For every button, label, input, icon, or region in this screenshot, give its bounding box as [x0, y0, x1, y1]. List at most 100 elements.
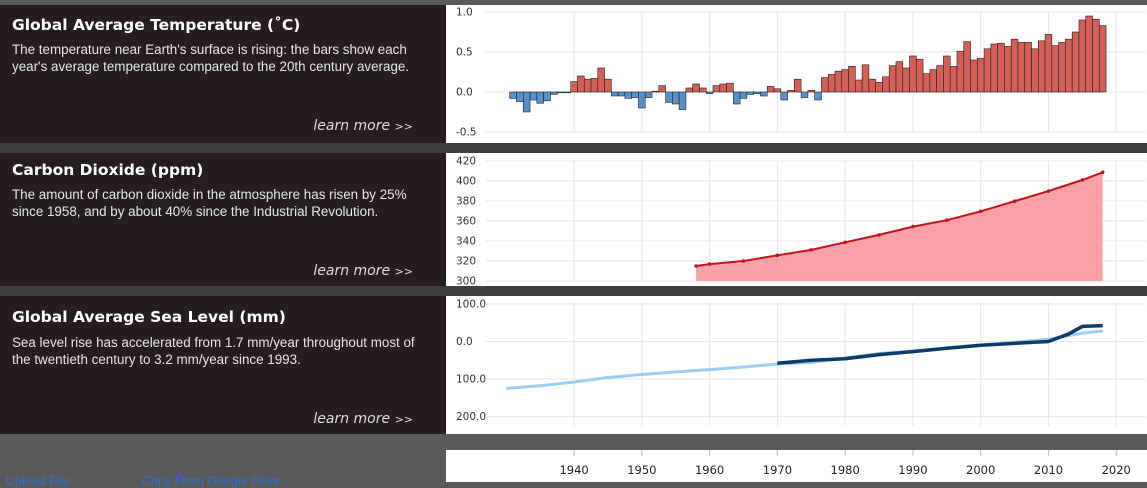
temperature-bar	[1071, 31, 1080, 93]
co2-y-tick-label: 380	[456, 196, 476, 208]
temperature-bar	[882, 76, 890, 93]
co2-point	[694, 264, 698, 268]
sea-level-learn-more-label: learn more	[313, 411, 391, 427]
year-tick-label: 2010	[1034, 463, 1063, 477]
temperature-bar	[733, 91, 741, 105]
temperature-bar	[563, 91, 572, 94]
temperature-bar	[617, 91, 626, 97]
sea-level-panel: Global Average Sea Level (mm) Sea level …	[0, 296, 446, 434]
co2-y-tick-label: 340	[456, 236, 476, 248]
year-tick-label: 1950	[627, 463, 656, 477]
temperature-bar	[665, 91, 673, 103]
temperature-learn-more-link[interactable]: learn more >>	[313, 118, 413, 134]
temperature-bar	[841, 69, 849, 93]
temperature-description: The temperature near Earth's surface is …	[12, 42, 410, 74]
temperature-bar	[753, 91, 761, 94]
temperature-bar	[556, 91, 565, 94]
carbon-dioxide-panel: Carbon Dioxide (ppm) The amount of carbo…	[0, 153, 446, 286]
temperature-bar	[516, 91, 524, 102]
temperature-bar	[814, 91, 822, 101]
year-tick-label: 1970	[763, 463, 792, 477]
temperature-bar	[834, 70, 843, 93]
co2-point	[707, 262, 712, 266]
co2-point	[877, 233, 881, 237]
temperature-bar	[787, 90, 795, 93]
temperature-bar	[1092, 18, 1100, 93]
co2-y-tick-label: 300	[456, 276, 476, 287]
temperature-bar	[1004, 46, 1012, 93]
sea-level-y-tick-label: 100.0	[456, 298, 486, 310]
temperature-bar	[855, 79, 863, 93]
temperature-y-tick-label: 0.0	[456, 87, 473, 99]
carbon-dioxide-learn-more-link[interactable]: learn more >>	[313, 263, 413, 279]
sea-level-y-tick-label: 100.0	[456, 374, 486, 386]
year-tick-label: 1980	[831, 463, 860, 477]
temperature-bar	[1044, 34, 1053, 93]
co2-point	[978, 209, 983, 214]
temperature-bar	[631, 91, 639, 98]
temperature-title: Global Average Temperature (˚C)	[12, 16, 301, 34]
temperature-bar	[705, 91, 714, 94]
temperature-bar	[868, 78, 876, 93]
co2-y-tick-label: 400	[456, 176, 476, 188]
temperature-bar	[726, 82, 734, 93]
temperature-bar	[1051, 45, 1059, 93]
year-tick-label: 1960	[695, 463, 724, 477]
temperature-bar	[699, 87, 707, 93]
sea-level-y-tick-label: 200.0	[456, 411, 486, 423]
separator	[0, 143, 1147, 153]
co2-area	[696, 172, 1103, 281]
temperature-bar	[522, 91, 531, 113]
co2-point	[911, 224, 915, 229]
temperature-bar	[875, 82, 883, 93]
co2-point	[809, 248, 814, 252]
temperature-bar	[800, 91, 809, 98]
temperature-bar	[624, 91, 632, 99]
co2-point	[945, 218, 949, 222]
sea-level-learn-more-link[interactable]: learn more >>	[313, 411, 413, 427]
copy-from-google-drive-link[interactable]: Copy From Google Drive	[142, 474, 281, 488]
temperature-bar	[949, 66, 958, 93]
carbon-dioxide-description: The amount of carbon dioxide in the atmo…	[12, 187, 407, 219]
temperature-bar	[766, 86, 775, 93]
co2-y-tick-label: 360	[456, 216, 476, 228]
temperature-bar	[773, 88, 782, 93]
upload-file-link[interactable]: Upload File	[6, 474, 70, 488]
temperature-bar	[821, 77, 829, 93]
sea-level-satellite-line	[777, 323, 1103, 365]
temperature-bar	[1085, 15, 1093, 93]
sea-level-description: Sea level rise has accelerated from 1.7 …	[12, 335, 415, 367]
temperature-bar	[956, 50, 965, 93]
temperature-bar	[529, 91, 538, 101]
temperature-bar	[672, 91, 680, 105]
co2-point	[775, 253, 780, 258]
temperature-bar	[678, 91, 687, 110]
co2-point	[1100, 170, 1105, 175]
co2-point	[1046, 189, 1051, 193]
temperature-y-tick-label: -0.5	[456, 127, 477, 139]
temperature-bar	[739, 91, 748, 99]
co2-line	[695, 171, 1104, 267]
temperature-bar	[943, 55, 951, 93]
sea-level-y-tick-label: 0.0	[456, 336, 473, 348]
temperature-bar	[861, 64, 870, 93]
temperature-bar	[685, 87, 693, 93]
temperature-bar	[902, 67, 910, 93]
temperature-bar	[1078, 19, 1087, 93]
temperature-chart: 1.0 0.5 0.0 -0.5	[446, 5, 1147, 143]
temperature-bar	[1065, 38, 1073, 93]
temperature-bar	[543, 91, 551, 102]
temperature-bar	[760, 91, 768, 97]
temperature-bar	[970, 59, 978, 93]
sea-level-title: Global Average Sea Level (mm)	[12, 308, 286, 326]
sea-level-chart: 100.0 0.0 100.0 200.0	[446, 296, 1147, 434]
year-tick-label: 2020	[1102, 463, 1131, 477]
co2-point	[1080, 178, 1085, 182]
temperature-bar	[909, 55, 917, 93]
temperature-bar	[929, 69, 937, 93]
year-tick-label: 1940	[559, 463, 588, 477]
temperature-bar	[1017, 42, 1026, 93]
temperature-bar	[550, 91, 558, 95]
temperature-y-tick-label: 0.5	[456, 47, 473, 59]
temperature-bar	[848, 66, 856, 93]
